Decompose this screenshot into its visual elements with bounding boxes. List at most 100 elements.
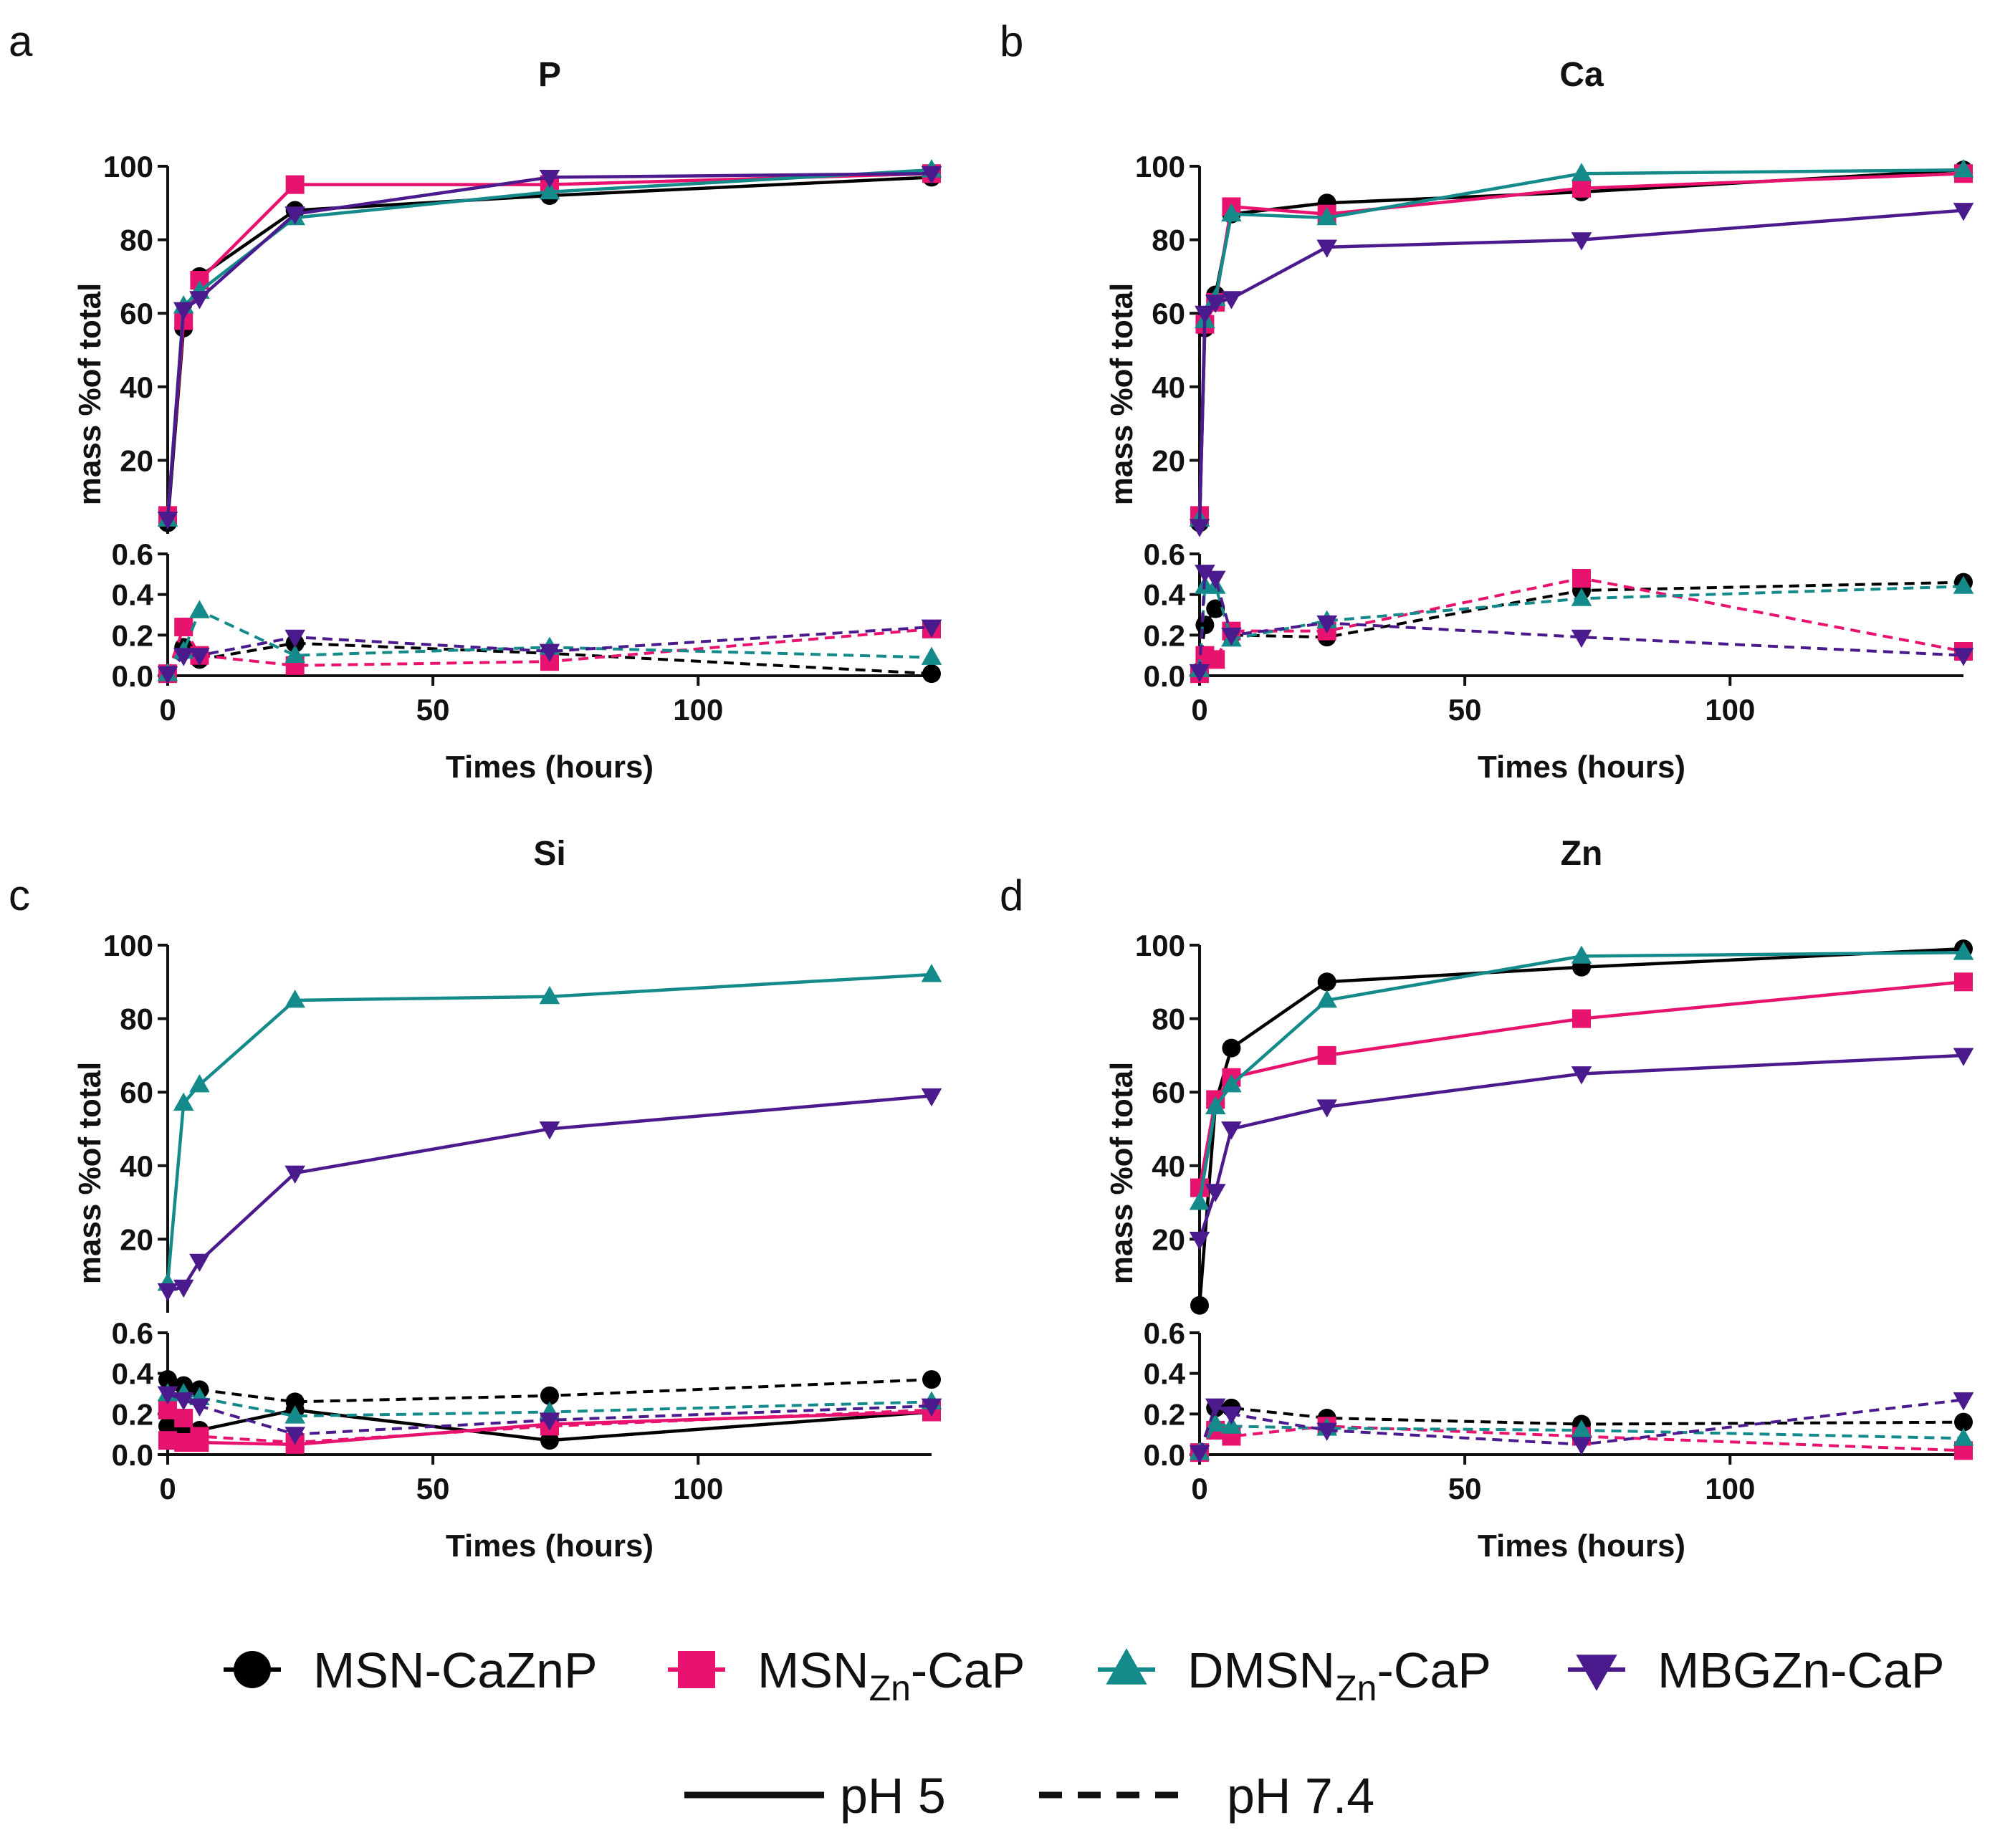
series-MBGZn-CaP-top <box>157 166 942 530</box>
data-point <box>1571 163 1592 181</box>
series-MBGZn-CaP-bottom <box>1189 1392 1974 1464</box>
y-axis-label: mass %of total <box>1104 1062 1139 1285</box>
data-point <box>1316 206 1337 226</box>
data-point <box>173 302 194 321</box>
series-MBGZn-CaP-bottom <box>157 619 942 685</box>
y-tick-label: 20 <box>120 444 153 477</box>
data-point <box>1571 945 1592 964</box>
series-MSNZn-CaP-top <box>1190 972 1973 1197</box>
panel-letter-b: b <box>1000 17 1023 65</box>
data-point <box>1205 295 1226 313</box>
legend-item-MSNZn-CaP: MSNZn-CaP <box>668 1642 1025 1708</box>
legend-ph-label: pH 7.4 <box>1227 1768 1374 1824</box>
data-point <box>189 1253 210 1273</box>
data-point <box>1954 972 1973 992</box>
series-line <box>1197 209 1964 527</box>
data-point <box>173 1092 194 1111</box>
data-point <box>1205 1413 1226 1432</box>
series-MSNZn-CaP-top <box>158 164 941 525</box>
y-tick-label: 100 <box>103 150 153 183</box>
y-tick-label: 0.0 <box>112 659 153 693</box>
data-point <box>540 1431 559 1450</box>
series-line <box>1198 1398 1964 1453</box>
data-point <box>539 1121 560 1140</box>
x-tick-label: 0 <box>159 1472 176 1505</box>
data-point <box>1953 942 1974 960</box>
series-DMSNZn-CaP-bottom <box>1189 575 1974 677</box>
data-point <box>1205 1184 1226 1202</box>
data-point <box>284 1427 305 1445</box>
data-point <box>1195 616 1215 635</box>
data-point <box>1206 650 1225 669</box>
y-tick-label: 0.6 <box>112 537 153 571</box>
legend-ph-0: pH 5 <box>684 1768 946 1824</box>
data-point <box>1317 1045 1336 1065</box>
y-tick-label: 80 <box>1152 1002 1185 1036</box>
series-line <box>1197 168 1964 520</box>
x-tick-label: 100 <box>673 693 723 727</box>
data-point <box>284 629 305 648</box>
data-point <box>1571 1066 1592 1085</box>
data-point <box>174 618 193 636</box>
data-point <box>189 648 210 666</box>
y-axis-label: mass %of total <box>72 1062 107 1285</box>
data-point <box>921 1398 942 1417</box>
data-point <box>158 1417 177 1436</box>
panel-letter-d: d <box>1000 871 1023 919</box>
y-tick-label: 0.6 <box>1144 1316 1185 1350</box>
data-point <box>158 1370 177 1389</box>
data-point <box>284 1405 305 1424</box>
data-point <box>157 666 178 685</box>
data-point <box>190 1427 209 1446</box>
data-point <box>921 646 942 665</box>
panel-d: Zn 20 40 60 80 100 0.0 0.2 0.4 0.6 0 50 100 Times (ho… <box>1104 835 1974 1564</box>
data-point <box>284 1165 305 1184</box>
legend-label: DMSNZn-CaP <box>1187 1642 1491 1708</box>
data-point <box>189 291 210 310</box>
series-line <box>167 1408 932 1445</box>
y-tick-label: 0.4 <box>1144 578 1186 612</box>
data-point <box>189 1073 210 1093</box>
legend-ph-1: pH 7.4 <box>1039 1768 1374 1824</box>
data-point <box>285 175 305 194</box>
series-line <box>167 1378 932 1404</box>
series-line <box>1197 168 1964 523</box>
data-point <box>284 644 305 664</box>
y-tick-label: 60 <box>120 1076 153 1109</box>
legend-marker <box>1576 1655 1617 1691</box>
data-point <box>157 1386 178 1404</box>
data-point <box>1316 615 1337 634</box>
panel-a: P 20 40 60 80 100 0.0 0.2 0.4 0.6 0 50 100 Times (hou… <box>72 56 942 785</box>
y-tick-label: 0.2 <box>1144 618 1185 652</box>
data-point <box>174 1433 193 1452</box>
chart-title: Si <box>533 835 565 873</box>
data-point <box>189 600 210 618</box>
data-point <box>921 964 942 982</box>
series-MBGZn-CaP-bottom <box>157 1386 942 1445</box>
data-point <box>1221 1406 1242 1425</box>
panel-b: Ca 20 40 60 80 100 0.0 0.2 0.4 0.6 0 50 100 Times (ho… <box>1104 56 1974 785</box>
series-MBGZn-CaP-top <box>157 1088 942 1302</box>
x-tick-label: 100 <box>1705 1472 1755 1505</box>
data-point <box>921 619 942 638</box>
legend-ph-label: pH 5 <box>840 1768 946 1824</box>
x-tick-label: 50 <box>1448 693 1482 727</box>
y-tick-label: 40 <box>120 370 153 404</box>
data-point <box>1206 599 1225 618</box>
data-point <box>1189 1232 1210 1250</box>
series-line <box>1197 1053 1964 1240</box>
legend-label: MSN-CaZnP <box>313 1642 598 1698</box>
series-line <box>166 172 932 520</box>
y-tick-label: 100 <box>1135 929 1185 962</box>
y-tick-label: 0.4 <box>112 1357 154 1391</box>
data-point <box>1189 519 1210 537</box>
y-tick-label: 80 <box>120 1002 153 1036</box>
data-point <box>1316 1422 1337 1441</box>
data-point <box>1572 178 1591 198</box>
data-point <box>921 1088 942 1107</box>
data-point <box>1571 588 1592 606</box>
data-point <box>1571 232 1592 251</box>
panel-letter-c: c <box>9 871 30 919</box>
y-tick-label: 100 <box>103 929 153 962</box>
